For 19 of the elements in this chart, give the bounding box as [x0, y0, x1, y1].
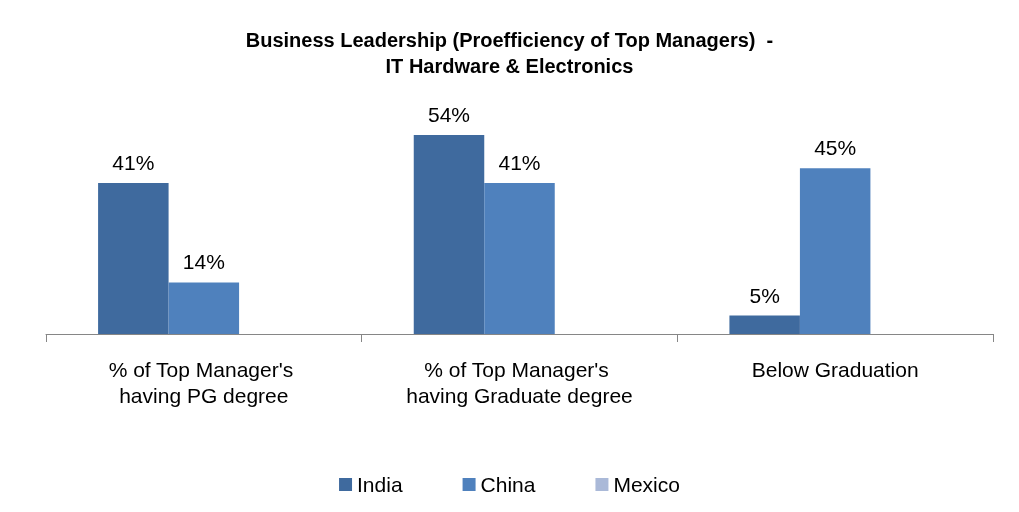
x-tick-label: % of Top Manager's having PG degree: [108, 357, 300, 407]
data-label: 41%: [112, 150, 155, 174]
bar: [729, 315, 800, 334]
x-tick-label: % of Top Manager's having Graduate degree: [406, 357, 633, 407]
bar: [98, 182, 169, 334]
data-label: 5%: [749, 283, 780, 307]
data-label: 41%: [498, 150, 541, 174]
legend-label: China: [480, 473, 536, 496]
data-label: 14%: [182, 250, 225, 274]
bar: [484, 182, 555, 334]
bar: [413, 135, 485, 334]
data-label: 54%: [427, 103, 471, 127]
bar: [799, 168, 871, 334]
x-tick-label: Below Graduation: [751, 357, 919, 381]
chart-title: Business Leadership (Proefficiency of Top Managers) - IT Hardware & Electronics: [245, 29, 774, 77]
legend-label: India: [357, 473, 403, 496]
legend-label: Mexico: [613, 473, 680, 496]
bar: [168, 282, 240, 334]
data-label: 45%: [814, 136, 857, 160]
